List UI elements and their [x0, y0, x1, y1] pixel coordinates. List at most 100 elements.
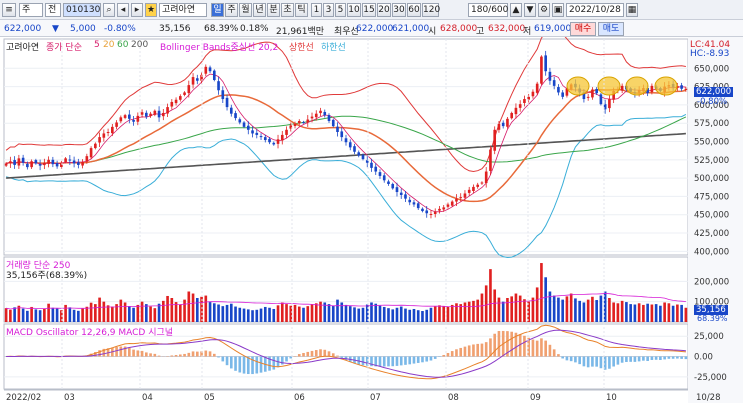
price-pane-stock-label: 고려아연: [6, 43, 40, 53]
market-select[interactable]: 주: [19, 3, 43, 17]
interval-button-30[interactable]: 30: [392, 3, 406, 17]
macd-tick-label: -25,000: [694, 373, 727, 383]
hc-label: HC:-8.93: [690, 49, 730, 59]
candle-body: [353, 146, 356, 152]
x-tick-label: 03: [64, 393, 75, 403]
candle-body: [229, 107, 233, 114]
volume-bar: [157, 303, 161, 322]
x-tick-label: 10/28: [696, 393, 721, 403]
interval-button-5[interactable]: 5: [335, 3, 346, 17]
candle-body: [263, 137, 267, 141]
volume-bar: [68, 307, 72, 322]
volume-bar: [540, 263, 543, 322]
interval-button-120[interactable]: 120: [422, 3, 441, 17]
macd-oscillator-bar: [637, 356, 641, 362]
volume-bar: [501, 301, 505, 322]
macd-oscillator-bar: [170, 355, 174, 357]
interval-button-10[interactable]: 10: [347, 3, 361, 17]
volume-bar: [684, 307, 688, 322]
macd-oscillator-bar: [370, 356, 373, 367]
candle-body: [684, 88, 688, 90]
macd-oscillator-bar: [229, 356, 233, 369]
macd-oscillator-bar: [251, 356, 254, 375]
candle-body: [391, 183, 395, 189]
candle-body: [467, 189, 471, 193]
mode-select[interactable]: 전: [45, 3, 61, 17]
menu-icon[interactable]: ≡: [2, 3, 16, 17]
candle-body: [187, 85, 191, 94]
candle-body: [145, 112, 148, 117]
calendar-icon[interactable]: ▦: [626, 3, 638, 17]
volume-bar: [659, 305, 662, 322]
macd-oscillator-bar: [527, 337, 531, 357]
sell-button[interactable]: 매도: [598, 22, 624, 36]
period-button-5[interactable]: 초: [281, 3, 294, 17]
period-button-4[interactable]: 분: [267, 3, 280, 17]
candle-body: [340, 131, 344, 138]
volume-bar: [289, 305, 293, 322]
candle-body: [603, 104, 607, 110]
ma-label: 종가 단순: [46, 43, 82, 53]
period-button-0[interactable]: 일: [211, 3, 224, 17]
settings-icon[interactable]: ⚙: [538, 3, 550, 17]
candle-body: [404, 194, 407, 199]
count-field[interactable]: 180/600: [468, 3, 508, 17]
macd-oscillator-bar: [217, 356, 220, 358]
volume-bar: [280, 302, 284, 322]
candle-body: [472, 186, 475, 192]
volume-bar: [302, 307, 305, 322]
candle-body: [548, 71, 552, 81]
x-tick-label: 06: [294, 393, 305, 403]
toggle-up-icon[interactable]: ▲: [510, 3, 522, 17]
interval-button-1[interactable]: 1: [311, 3, 322, 17]
candle-body: [238, 119, 242, 123]
search-icon[interactable]: ⌕: [103, 3, 115, 17]
interval-button-60[interactable]: 60: [407, 3, 421, 17]
volume-bar: [493, 289, 497, 322]
macd-oscillator-bar: [395, 356, 399, 366]
volume-bar: [506, 298, 509, 322]
volume-bar: [51, 307, 55, 322]
volume-bar: [348, 306, 352, 322]
toggle-down-icon[interactable]: ▼: [524, 3, 536, 17]
volume-bar: [106, 305, 110, 322]
candle-body: [395, 187, 399, 193]
volume-bar: [259, 308, 263, 322]
macd-oscillator-bar: [463, 346, 467, 357]
trade-amount: 21,961백만: [276, 27, 325, 37]
candle-body: [489, 149, 492, 171]
favorite-icon[interactable]: ★: [145, 3, 157, 17]
candle-body: [98, 137, 101, 143]
stock-chart[interactable]: 650,000625,000600,000575,000550,000525,0…: [0, 37, 743, 403]
macd-oscillator-bar: [557, 354, 560, 357]
period-button-3[interactable]: 년: [253, 3, 266, 17]
volume-bar: [178, 304, 182, 322]
period-button-1[interactable]: 주: [225, 3, 238, 17]
interval-button-3[interactable]: 3: [323, 3, 334, 17]
macd-oscillator-bar: [523, 335, 526, 357]
volume-bar: [314, 303, 318, 322]
price-tick-label: 475,000: [694, 192, 729, 202]
stock-code-input[interactable]: 010130: [63, 3, 101, 17]
volume-bar: [382, 306, 386, 322]
prev-stock-icon[interactable]: ◂: [117, 3, 129, 17]
volume-bar: [149, 306, 152, 322]
period-button-2[interactable]: 월: [239, 3, 252, 17]
turnover-percent: 0.18%: [240, 24, 269, 34]
volume-bar: [565, 296, 569, 322]
save-icon[interactable]: ▣: [552, 3, 564, 17]
next-stock-icon[interactable]: ▸: [131, 3, 143, 17]
interval-button-15[interactable]: 15: [362, 3, 376, 17]
volume-bar: [30, 306, 33, 322]
highlight-circle: [654, 76, 678, 96]
date-field[interactable]: 2022/10/28: [566, 3, 624, 17]
candle-body: [111, 126, 114, 134]
candle-body: [246, 125, 250, 130]
candle-body: [161, 112, 165, 117]
stock-name-field[interactable]: 고려아연: [159, 3, 207, 17]
period-button-6[interactable]: 틱: [295, 3, 308, 17]
interval-button-20[interactable]: 20: [377, 3, 391, 17]
buy-button[interactable]: 매수: [570, 22, 596, 36]
macd-oscillator-bar: [620, 356, 624, 363]
volume-bar: [229, 303, 233, 322]
